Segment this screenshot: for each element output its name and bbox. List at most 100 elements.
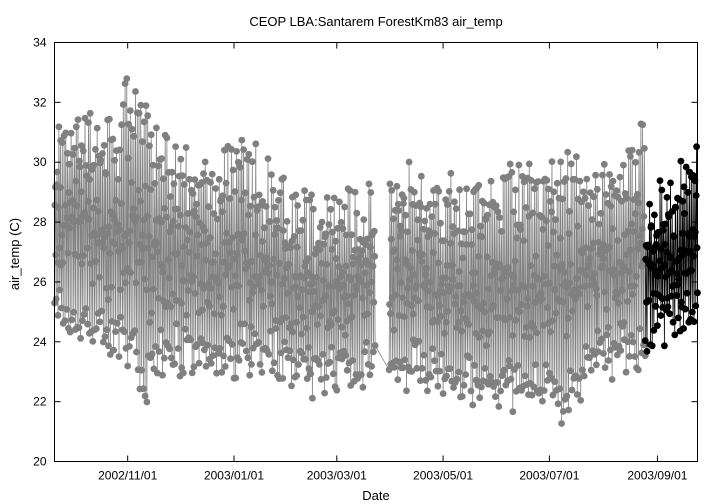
data-point: [427, 373, 435, 381]
data-point: [278, 280, 285, 288]
data-point: [620, 161, 627, 169]
data-point: [404, 284, 412, 292]
data-point: [230, 305, 237, 313]
data-point: [552, 216, 559, 224]
data-point: [266, 292, 274, 300]
data-point: [688, 308, 696, 316]
data-point: [489, 302, 497, 310]
data-point: [245, 296, 253, 304]
data-point: [140, 118, 148, 126]
data-point: [496, 214, 504, 222]
data-point: [629, 338, 637, 346]
data-point: [245, 150, 253, 158]
data-point: [172, 143, 180, 151]
data-point: [215, 175, 223, 183]
data-point: [504, 264, 512, 272]
data-point: [119, 101, 127, 108]
data-point: [226, 262, 234, 270]
data-point: [216, 345, 224, 352]
data-point: [216, 293, 224, 301]
data-point: [628, 220, 636, 228]
data-point: [294, 202, 301, 209]
data-point: [591, 280, 599, 287]
data-point: [120, 328, 128, 336]
data-point: [118, 121, 125, 129]
data-point: [622, 368, 630, 376]
data-point: [84, 320, 91, 328]
data-point: [559, 408, 567, 415]
data-point: [100, 141, 108, 149]
data-point: [522, 283, 529, 291]
data-point: [443, 262, 451, 269]
data-point: [500, 366, 508, 374]
data-point: [309, 394, 316, 402]
data-point: [451, 198, 458, 206]
data-point: [167, 303, 175, 311]
data-point: [212, 185, 220, 192]
data-point: [279, 375, 287, 382]
data-point: [128, 179, 136, 187]
data-point: [691, 228, 699, 236]
data-point: [398, 227, 406, 234]
data-point: [393, 265, 401, 273]
data-point: [293, 243, 301, 251]
data-point: [631, 353, 639, 360]
data-point: [194, 341, 201, 348]
data-point: [627, 331, 635, 339]
data-point: [248, 361, 255, 368]
data-point: [193, 200, 200, 208]
data-point: [465, 321, 473, 328]
data-point: [200, 170, 207, 178]
data-point: [189, 190, 197, 198]
data-point: [146, 319, 154, 326]
data-point: [636, 232, 643, 240]
data-point: [185, 249, 193, 256]
data-point: [624, 338, 632, 346]
data-point: [222, 179, 230, 187]
data-point: [147, 131, 155, 139]
data-point: [173, 205, 181, 213]
data-point: [667, 179, 674, 187]
data-point: [322, 374, 330, 381]
data-point: [256, 273, 264, 280]
data-point: [182, 224, 190, 231]
data-point: [669, 318, 677, 326]
data-point: [426, 200, 434, 208]
data-point: [546, 279, 554, 287]
data-point: [395, 207, 403, 214]
data-point: [592, 171, 599, 179]
data-point: [319, 277, 327, 284]
data-point: [219, 303, 227, 310]
data-point: [539, 226, 547, 233]
data-point: [538, 295, 546, 303]
data-point: [135, 186, 143, 194]
data-point: [282, 314, 290, 321]
data-point: [675, 275, 683, 283]
data-point: [556, 385, 564, 393]
data-point: [672, 204, 680, 211]
data-point: [136, 197, 144, 205]
data-point: [275, 197, 282, 204]
data-point: [407, 302, 415, 309]
data-point: [305, 365, 313, 372]
data-point: [395, 312, 403, 319]
data-point: [609, 225, 616, 233]
data-point: [454, 318, 462, 326]
data-point: [640, 213, 648, 220]
data-point: [641, 145, 648, 152]
data-point: [683, 289, 691, 297]
data-point: [98, 307, 105, 315]
data-point: [471, 361, 478, 369]
data-point: [159, 269, 167, 276]
data-point: [202, 362, 210, 370]
y-tick-label: 24: [33, 335, 47, 349]
data-point: [634, 366, 642, 374]
data-point: [663, 194, 671, 201]
data-point: [514, 362, 522, 369]
data-point: [245, 211, 252, 219]
data-point: [634, 245, 642, 253]
data-point: [180, 369, 187, 377]
data-point: [620, 319, 628, 327]
data-point: [349, 254, 357, 261]
data-point: [564, 148, 572, 156]
